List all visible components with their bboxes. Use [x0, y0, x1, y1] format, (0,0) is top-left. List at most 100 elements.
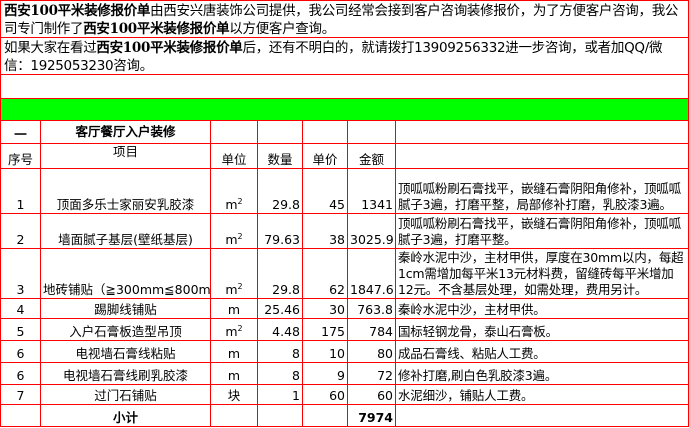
row-qty: 8 [257, 340, 303, 363]
table-row: 3 地砖铺贴（≧300mm≦800mm) m2 29.8 62 1847.6 秦… [0, 248, 689, 299]
header-unit: 单位 [210, 143, 258, 169]
row-unit: m [210, 298, 258, 319]
row-desc: 秦岭水泥中沙，主材甲供，厚度在30mm以内，每超1cm需增加每平米13元材料费，… [395, 248, 689, 299]
row-amount: 80 [347, 340, 396, 363]
row-item: 地砖铺贴（≧300mm≦800mm) [40, 248, 211, 299]
subtotal-amount: 7974 [347, 404, 396, 427]
intro-paragraph-1: 西安100平米装修报价单由西安兴唐装饰公司提供，我公司经常会接到客户咨询装修报价… [0, 0, 689, 37]
row-amount: 763.8 [347, 298, 396, 319]
row-qty: 4.48 [257, 318, 303, 341]
row-amount: 72 [347, 362, 396, 385]
unit-text: m [227, 302, 241, 317]
row-price: 38 [302, 213, 348, 249]
row-price: 45 [302, 168, 348, 214]
row-unit: m2 [210, 318, 258, 341]
row-qty: 79.63 [257, 213, 303, 249]
row-item: 入户石膏板造型吊顶 [40, 318, 211, 341]
header-price: 单价 [302, 143, 348, 169]
row-item: 墙面腻子基层(壁纸基层) [40, 213, 211, 249]
section-row: 一 客厅餐厅入户装修 [0, 120, 689, 144]
table-row: 7 过门石铺贴 块 1 60 60 水泥细沙，铺贴人工费。 [0, 384, 689, 405]
table-row: 6 电视墙石膏线粘贴 m 8 10 80 成品石膏线、粘贴人工费。 [0, 340, 689, 363]
header-no: 序号 [0, 143, 41, 169]
row-desc: 顶呱呱粉刷石膏找平，嵌缝石膏阴阳角修补，顶呱呱腻子3遍，打磨平整。 [395, 213, 689, 249]
unit-superscript: 2 [237, 231, 243, 241]
row-amount: 784 [347, 318, 396, 341]
blank-row [0, 74, 689, 98]
intro-text: 以方便客户查询。 [229, 21, 335, 37]
unit-superscript: 2 [237, 281, 243, 291]
row-desc: 顶呱呱粉刷石膏找平，嵌缝石膏阴阳角修补，顶呱呱腻子3遍，打磨平整，局部修补打磨，… [395, 168, 689, 214]
row-unit: m [210, 362, 258, 385]
table-row: 1 顶面多乐士家丽安乳胶漆 m2 29.8 45 1341 顶呱呱粉刷石膏找平，… [0, 168, 689, 214]
header-qty: 数量 [257, 143, 303, 169]
unit-superscript: 2 [237, 196, 243, 206]
row-desc: 水泥细沙，铺贴人工费。 [395, 384, 689, 405]
row-desc: 成品石膏线、粘贴人工费。 [395, 340, 689, 363]
row-no: 3 [0, 248, 41, 299]
row-desc: 修补打磨,刷白色乳胶漆3遍。 [395, 362, 689, 385]
row-item: 电视墙石膏线刷乳胶漆 [40, 362, 211, 385]
subtotal-row: 小计 7974 [0, 404, 689, 427]
unit-text: m [225, 232, 238, 247]
row-no: 6 [0, 340, 41, 363]
row-no: 4 [0, 298, 41, 319]
unit-text: m [225, 197, 238, 212]
section-number: 一 [0, 120, 41, 144]
row-item: 踢脚线铺贴 [40, 298, 211, 319]
unit-text: m [225, 324, 238, 339]
row-unit: m [210, 340, 258, 363]
unit-text: m [227, 346, 241, 361]
row-price: 30 [302, 298, 348, 319]
title-bold: 西安100平米装修报价单 [96, 40, 243, 56]
row-amount: 1847.6 [347, 248, 396, 299]
row-unit: m2 [210, 248, 258, 299]
row-amount: 1341 [347, 168, 396, 214]
header-desc [395, 143, 689, 169]
row-no: 7 [0, 384, 41, 405]
row-price: 10 [302, 340, 348, 363]
row-qty: 25.46 [257, 298, 303, 319]
intro-text: 如果大家在看过 [4, 40, 97, 56]
row-unit: m2 [210, 168, 258, 214]
row-item: 电视墙石膏线粘贴 [40, 340, 211, 363]
title-bold: 西安100平米装修报价单 [83, 21, 230, 37]
row-item: 顶面多乐士家丽安乳胶漆 [40, 168, 211, 214]
row-price: 60 [302, 384, 348, 405]
row-price: 9 [302, 362, 348, 385]
row-no: 5 [0, 318, 41, 341]
row-qty: 8 [257, 362, 303, 385]
unit-text: 块 [227, 388, 241, 403]
section-title: 客厅餐厅入户装修 [40, 120, 211, 144]
header-amount: 金额 [347, 143, 396, 169]
row-price: 62 [302, 248, 348, 299]
table-row: 4 踢脚线铺贴 m 25.46 30 763.8 秦岭水泥中沙，主材甲供。 [0, 298, 689, 319]
intro-paragraph-2: 如果大家在看过西安100平米装修报价单后，还有不明白的，就请拨打13909256… [0, 37, 689, 74]
row-amount: 60 [347, 384, 396, 405]
table-row: 6 电视墙石膏线刷乳胶漆 m 8 9 72 修补打磨,刷白色乳胶漆3遍。 [0, 362, 689, 385]
row-qty: 29.8 [257, 168, 303, 214]
unit-superscript: 2 [237, 323, 243, 333]
table-row: 5 入户石膏板造型吊顶 m2 4.48 175 784 国标轻钢龙骨，泰山石膏板… [0, 318, 689, 341]
row-unit: m2 [210, 213, 258, 249]
unit-text: m [227, 368, 241, 383]
row-price: 175 [302, 318, 348, 341]
title-bold: 西安100平米装修报价单 [4, 3, 151, 19]
row-amount: 3025.9 [347, 213, 396, 249]
green-banner [0, 98, 689, 120]
unit-text: m [225, 282, 238, 297]
row-item: 过门石铺贴 [40, 384, 211, 405]
table-row: 2 墙面腻子基层(壁纸基层) m2 79.63 38 3025.9 顶呱呱粉刷石… [0, 213, 689, 249]
row-desc: 国标轻钢龙骨，泰山石膏板。 [395, 318, 689, 341]
row-no: 2 [0, 213, 41, 249]
row-no: 1 [0, 168, 41, 214]
row-unit: 块 [210, 384, 258, 405]
row-qty: 1 [257, 384, 303, 405]
header-item: 项目 [40, 143, 211, 169]
intro-text: 由西安兴唐装饰公司提供，我公司经常会接到客户咨询装修报价，为了方便客户咨询，我公… [4, 3, 679, 37]
subtotal-label: 小计 [40, 404, 211, 427]
header-row: 序号 项目 单位 数量 单价 金额 [0, 143, 689, 169]
row-desc: 秦岭水泥中沙，主材甲供。 [395, 298, 689, 319]
row-no: 6 [0, 362, 41, 385]
row-qty: 29.8 [257, 248, 303, 299]
